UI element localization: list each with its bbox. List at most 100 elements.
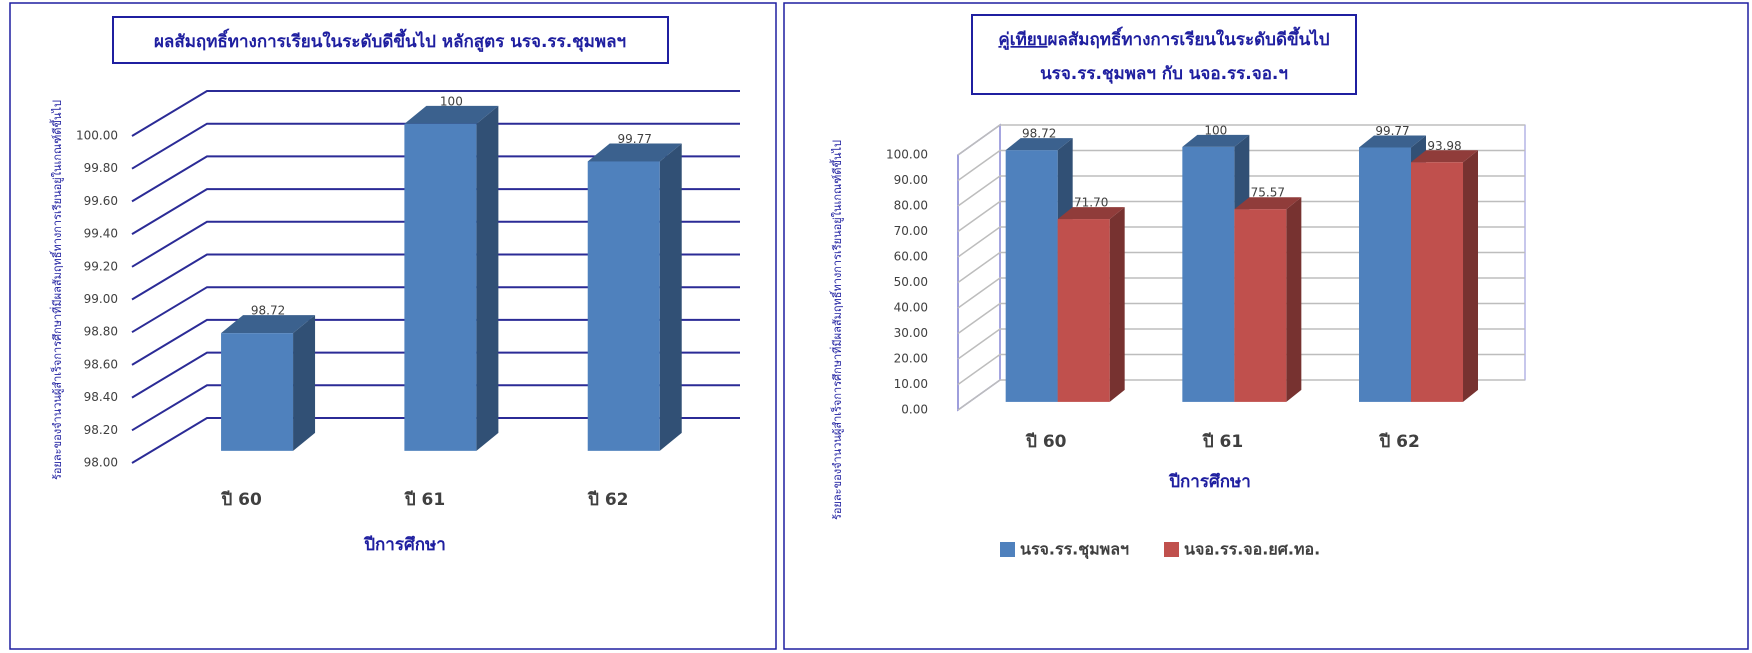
- legend-label: นจอ.รร.จอ.ยศ.ทอ.: [1184, 540, 1320, 559]
- data-label: 75.57: [1251, 186, 1285, 200]
- bar: [1057, 219, 1110, 402]
- y-tick-label: 98.40: [84, 390, 118, 404]
- bar-side: [1109, 207, 1125, 402]
- bar: [221, 333, 294, 451]
- grid-line: [957, 124, 1525, 156]
- y-tick-label: 10.00: [894, 377, 928, 391]
- x-tick-label: ปี 60: [1025, 431, 1066, 452]
- y-tick-label: 99.80: [84, 161, 118, 175]
- x-tick-label: ปี 61: [404, 489, 445, 510]
- bar-top: [221, 315, 316, 334]
- y-axis-label: ร้อยละของจำนวนผู้สำเร็จการศึกษาที่มีผลสั…: [829, 140, 844, 520]
- data-label: 100: [440, 94, 463, 108]
- grid-line: [131, 417, 740, 464]
- x-tick-label: ปี 62: [587, 489, 628, 510]
- grid-line: [957, 353, 1525, 386]
- grid-line: [131, 188, 740, 235]
- y-tick-label: 30.00: [894, 326, 928, 340]
- data-label: 71.70: [1074, 196, 1108, 210]
- title-box: [971, 14, 1357, 95]
- y-tick-label: 90.00: [894, 173, 928, 187]
- y-tick-label: 99.40: [84, 227, 118, 241]
- y-axis-label: ร้อยละของจำนวนผู้สำเร็จการศึกษาที่มีผลสั…: [49, 100, 64, 480]
- bar: [587, 161, 660, 451]
- data-label: 98.72: [1022, 127, 1056, 141]
- bar-top: [404, 105, 499, 124]
- y-tick-label: 99.60: [84, 194, 118, 208]
- y-tick-label: 98.60: [84, 357, 118, 371]
- bar-side: [1286, 197, 1302, 402]
- bar: [1359, 147, 1412, 402]
- y-tick-label: 98.00: [84, 456, 118, 470]
- y-tick-label: 98.20: [84, 423, 118, 437]
- data-label: 98.72: [251, 304, 285, 318]
- grid-line: [131, 318, 740, 366]
- grid-line: [131, 90, 740, 137]
- y-tick-label: 98.80: [84, 325, 118, 339]
- y-tick-label: 0.00: [901, 403, 928, 417]
- legend-label: นรจ.รร.ชุมพลฯ: [1020, 540, 1129, 560]
- y-tick-label: 80.00: [894, 199, 928, 213]
- bar-top: [1411, 150, 1479, 163]
- bar-side: [476, 105, 499, 451]
- y-tick-label: 100.00: [886, 148, 928, 162]
- grid-line: [131, 351, 740, 399]
- data-label: 99.77: [618, 132, 652, 146]
- grid-line: [131, 122, 740, 170]
- title-part: ผลสัมฤทธิ์ทางการเรียนในระดับดีขึ้นไป: [1048, 26, 1330, 50]
- grid-line: [131, 384, 740, 432]
- bar-top: [1359, 135, 1427, 148]
- y-tick-label: 60.00: [894, 250, 928, 264]
- y-tick-label: 99.20: [84, 259, 118, 273]
- bar-top: [1234, 197, 1302, 210]
- data-label: 100: [1204, 123, 1227, 137]
- bar-top: [1182, 134, 1250, 147]
- title-part: คู่เทียบ: [998, 29, 1047, 51]
- bar: [404, 123, 477, 451]
- y-tick-label: 70.00: [894, 224, 928, 238]
- title-box: [112, 16, 669, 64]
- bar: [1234, 209, 1287, 402]
- grid-line: [957, 277, 1525, 309]
- bar-side: [659, 143, 682, 451]
- grid-line: [957, 302, 1525, 335]
- data-label: 93.98: [1427, 139, 1461, 153]
- bar-top: [587, 143, 682, 162]
- grid-line: [957, 251, 1525, 284]
- bar-top: [1057, 207, 1125, 220]
- grid-line: [131, 253, 740, 301]
- chart-title: คู่เทียบผลสัมฤทธิ์ทางการเรียนในระดับดีขึ…: [998, 26, 1329, 51]
- bar-side: [293, 315, 316, 451]
- legend-swatch: [1000, 542, 1015, 557]
- grid-line: [957, 328, 1525, 360]
- grid-line: [131, 286, 740, 334]
- legend-swatch: [1164, 542, 1179, 557]
- y-tick-label: 100.00: [76, 129, 118, 143]
- y-tick-label: 99.00: [84, 292, 118, 306]
- x-axis-label: ปีการศึกษา: [1168, 471, 1250, 492]
- grid-line: [957, 175, 1525, 207]
- y-tick-label: 20.00: [894, 352, 928, 366]
- chart-title: นรจ.รร.ชุมพลฯ กับ นจอ.รร.จอ.ฯ: [1040, 64, 1288, 84]
- y-tick-label: 40.00: [894, 301, 928, 315]
- grid-line: [131, 155, 740, 203]
- grid-line: [957, 149, 1525, 182]
- grid-line: [131, 220, 740, 268]
- grid-line: [957, 226, 1525, 258]
- x-tick-label: ปี 62: [1379, 431, 1420, 452]
- grid-line: [957, 379, 1525, 411]
- bar: [1005, 150, 1058, 402]
- y-tick-label: 50.00: [894, 275, 928, 289]
- x-axis-label: ปีการศึกษา: [363, 534, 445, 555]
- bar: [1411, 162, 1464, 402]
- bar-top: [1005, 138, 1073, 151]
- bar: [1182, 146, 1235, 402]
- x-tick-label: ปี 60: [221, 489, 262, 510]
- x-tick-label: ปี 61: [1202, 431, 1243, 452]
- grid-line: [957, 200, 1525, 233]
- chart-title: ผลสัมฤทธิ์ทางการเรียนในระดับดีขึ้นไป หลั…: [154, 28, 626, 53]
- bar-side: [1463, 150, 1479, 402]
- data-label: 99.77: [1375, 124, 1409, 138]
